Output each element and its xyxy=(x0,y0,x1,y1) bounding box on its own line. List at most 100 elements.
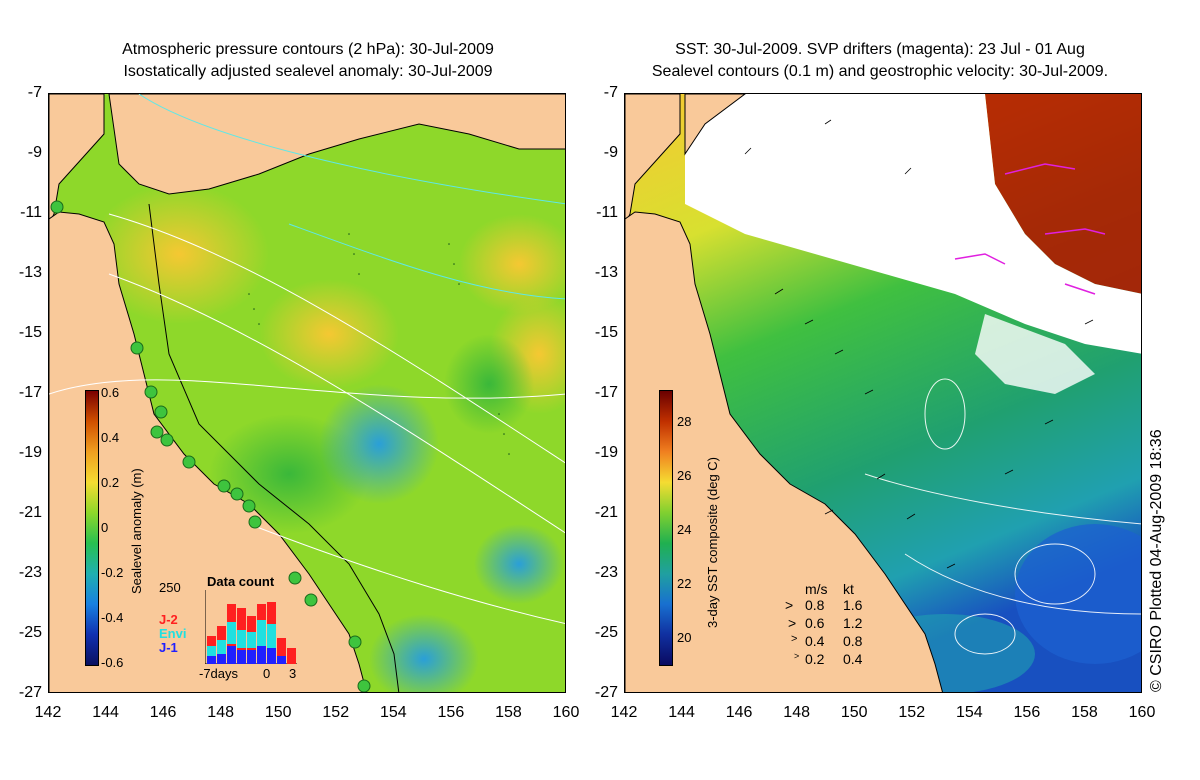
sst-colorbar xyxy=(659,390,673,666)
x-axis-tick-label: 146 xyxy=(725,704,753,721)
data-count-inset-chart xyxy=(205,590,297,664)
left-title-line2: Isostatically adjusted sealevel anomaly:… xyxy=(123,63,493,80)
sealevel-contours xyxy=(864,378,1141,655)
x-axis-tick-label: 148 xyxy=(207,704,234,721)
sealevel-anomaly-map: 0.6 0.4 0.2 0 -0.2 -0.4 -0.6 Sealevel an… xyxy=(48,93,566,693)
y-axis-tick-label: -11 xyxy=(596,204,618,221)
colorbar-title: 3-day SST composite (deg C) xyxy=(705,457,720,628)
new-guinea-land xyxy=(108,94,565,195)
anomaly-high xyxy=(259,279,399,389)
pressure-contour xyxy=(138,94,565,205)
velocity-legend-arrow: > xyxy=(794,651,800,661)
right-title-line2: Sealevel contours (0.1 m) and geostrophi… xyxy=(651,63,1109,80)
cloud-mask xyxy=(685,94,1141,354)
velocity-legend-arrow: > xyxy=(791,633,798,645)
velocity-legend-kt: 0.4 xyxy=(843,651,863,667)
plot-credit: © CSIRO Plotted 04-Aug-2009 18:36 xyxy=(1148,429,1165,692)
queensland-land xyxy=(49,211,367,692)
x-axis-tick-label: 144 xyxy=(92,704,119,721)
sst-cool-region xyxy=(1015,524,1141,664)
y-axis-tick-label: -15 xyxy=(18,324,42,341)
colorbar-tick: 22 xyxy=(677,576,692,591)
velocity-legend-arrow: > xyxy=(788,615,797,631)
colorbar-tick: 20 xyxy=(677,630,692,645)
sealevel-colorbar xyxy=(85,390,99,666)
y-axis-tick-label: -15 xyxy=(594,324,618,341)
inset-bars xyxy=(207,602,296,664)
x-axis-tick-label: 156 xyxy=(437,704,465,721)
y-axis-tick-label: -27 xyxy=(594,684,618,701)
x-axis-tick-label: 150 xyxy=(264,704,292,721)
new-guinea-land xyxy=(684,94,746,156)
anomaly-high xyxy=(459,214,565,314)
x-axis-tick-label: 156 xyxy=(1013,704,1041,721)
y-axis-tick-label: -21 xyxy=(18,504,42,521)
x-axis-tick-label: 154 xyxy=(955,704,983,721)
x-axis-tick-label: 142 xyxy=(610,704,638,721)
y-axis-tick-label: -25 xyxy=(18,624,42,641)
x-axis-tick-label: 150 xyxy=(840,704,868,721)
pressure-contour xyxy=(108,273,565,534)
velocity-legend-ms: 0.6 xyxy=(805,615,825,631)
left-title-line1: Atmospheric pressure contours (2 hPa): 3… xyxy=(122,41,494,58)
inset-series-j1: J-1 xyxy=(159,640,178,655)
velocity-legend-ms: 0.2 xyxy=(805,651,825,667)
colorbar-title: Sealevel anomaly (m) xyxy=(129,468,144,594)
anomaly-low xyxy=(319,384,439,504)
inset-x-label: 3 xyxy=(289,666,297,681)
x-axis-tick-label: 152 xyxy=(898,704,926,721)
x-axis-tick-label: 160 xyxy=(552,704,580,721)
inset-title: Data count xyxy=(207,574,275,589)
colorbar-tick: 0.4 xyxy=(101,430,120,445)
velocity-legend-header-kt: kt xyxy=(843,581,854,597)
velocity-legend-ms: 0.8 xyxy=(805,597,825,613)
sealevel-map-svg xyxy=(49,94,565,692)
velocity-legend-kt: 1.2 xyxy=(843,615,863,631)
sst-map: 28 26 24 22 20 3-day SST composite (deg … xyxy=(624,93,1142,693)
y-axis-tick-label: -7 xyxy=(27,84,42,101)
sst-warm-pool xyxy=(985,94,1141,294)
colorbar-tick: 24 xyxy=(677,522,692,537)
colorbar-tick: 0.2 xyxy=(101,475,120,490)
velocity-legend-header-ms: m/s xyxy=(805,581,828,597)
colorbar-tick: 0.6 xyxy=(101,385,120,400)
colorbar-tick: -0.4 xyxy=(101,610,124,625)
y-axis-tick-label: -17 xyxy=(594,384,618,401)
pressure-contour xyxy=(108,213,565,464)
y-axis-tick-label: -9 xyxy=(603,144,618,161)
tide-gauge-markers xyxy=(50,200,371,692)
y-axis-tick-label: -23 xyxy=(18,564,42,581)
pressure-contour xyxy=(288,223,565,300)
y-axis-tick-label: -7 xyxy=(603,84,618,101)
x-axis-tick-label: 148 xyxy=(783,704,810,721)
svp-drifter-tracks xyxy=(954,163,1106,295)
inset-series-j2: J-2 xyxy=(159,612,178,627)
velocity-legend-ms: 0.4 xyxy=(805,633,825,649)
right-title-line1: SST: 30-Jul-2009. SVP drifters (magenta)… xyxy=(675,41,1085,58)
x-axis-tick-label: 142 xyxy=(34,704,62,721)
geostrophic-velocity-arrows xyxy=(744,119,1094,569)
y-axis-tick-label: -13 xyxy=(594,264,618,281)
bathymetry-contour xyxy=(148,203,400,692)
x-axis-tick-label: 158 xyxy=(1071,704,1098,721)
altimeter-track-dots xyxy=(248,233,510,455)
y-axis-tick-label: -27 xyxy=(18,684,42,701)
y-axis-tick-label: -19 xyxy=(594,444,618,461)
pressure-contour xyxy=(248,523,565,625)
anomaly-low xyxy=(474,524,564,604)
cape-york-north-land xyxy=(49,94,105,225)
x-axis-tick-label: 154 xyxy=(379,704,407,721)
inset-ymax-label: 250 xyxy=(159,580,181,595)
sst-map-svg xyxy=(625,94,1141,692)
inset-x-label: 0 xyxy=(263,666,271,681)
x-axis-tick-label: 160 xyxy=(1128,704,1156,721)
y-axis-tick-label: -23 xyxy=(594,564,618,581)
y-axis-tick-label: -21 xyxy=(594,504,618,521)
x-axis-tick-label: 144 xyxy=(668,704,695,721)
pressure-contour xyxy=(49,379,565,399)
anomaly-neutral xyxy=(444,334,534,434)
y-axis-tick-label: -17 xyxy=(18,384,42,401)
cloud-mask xyxy=(975,314,1095,394)
queensland-land xyxy=(625,211,943,692)
cape-york-north-land xyxy=(625,94,681,225)
